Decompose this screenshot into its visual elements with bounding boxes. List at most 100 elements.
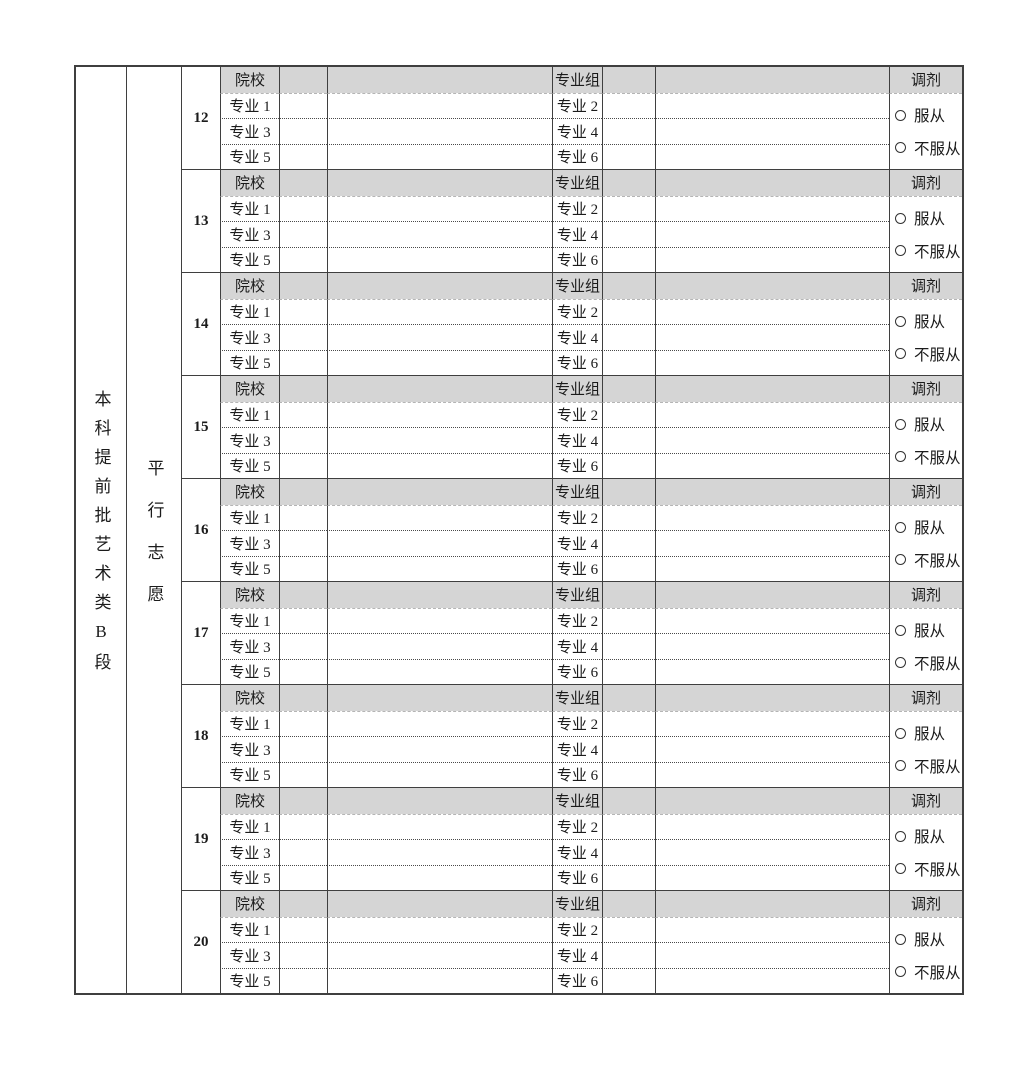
major-group-code-input[interactable] (602, 788, 655, 814)
radio-circle-icon[interactable] (895, 109, 906, 121)
major-5-code-input[interactable] (279, 967, 327, 993)
college-name-input[interactable] (327, 273, 552, 299)
major-2-code-input[interactable] (602, 195, 655, 221)
radio-circle-icon[interactable] (895, 418, 906, 430)
radio-circle-icon[interactable] (895, 245, 906, 256)
major-4-name-input[interactable] (655, 324, 889, 350)
major-3-name-input[interactable] (327, 530, 552, 556)
obey-option[interactable]: 服从 (890, 928, 962, 950)
major-2-name-input[interactable] (655, 298, 889, 324)
major-2-code-input[interactable] (602, 401, 655, 427)
radio-circle-icon[interactable] (895, 933, 906, 945)
major-1-name-input[interactable] (327, 92, 552, 118)
refuse-option[interactable]: 不服从 (890, 446, 962, 468)
college-name-input[interactable] (327, 891, 552, 917)
major-group-code-input[interactable] (602, 891, 655, 917)
major-2-code-input[interactable] (602, 504, 655, 530)
college-code-input[interactable] (279, 582, 327, 608)
obey-option[interactable]: 服从 (890, 516, 962, 538)
major-group-code-input[interactable] (602, 273, 655, 299)
obey-option[interactable]: 服从 (890, 619, 962, 641)
refuse-option[interactable]: 不服从 (890, 755, 962, 777)
major-4-name-input[interactable] (655, 221, 889, 247)
refuse-option[interactable]: 不服从 (890, 961, 962, 983)
major-5-name-input[interactable] (327, 349, 552, 375)
major-6-code-input[interactable] (602, 864, 655, 890)
major-1-name-input[interactable] (327, 504, 552, 530)
major-2-code-input[interactable] (602, 813, 655, 839)
obey-option[interactable]: 服从 (890, 722, 962, 744)
major-4-code-input[interactable] (602, 221, 655, 247)
major-1-code-input[interactable] (279, 607, 327, 633)
major-3-name-input[interactable] (327, 118, 552, 144)
major-6-code-input[interactable] (602, 658, 655, 684)
major-3-name-input[interactable] (327, 736, 552, 762)
major-5-code-input[interactable] (279, 143, 327, 169)
major-3-code-input[interactable] (279, 839, 327, 865)
major-3-code-input[interactable] (279, 324, 327, 350)
major-4-code-input[interactable] (602, 633, 655, 659)
major-5-name-input[interactable] (327, 452, 552, 478)
major-5-code-input[interactable] (279, 761, 327, 787)
major-6-code-input[interactable] (602, 452, 655, 478)
major-1-name-input[interactable] (327, 298, 552, 324)
major-1-code-input[interactable] (279, 916, 327, 942)
major-3-code-input[interactable] (279, 736, 327, 762)
college-code-input[interactable] (279, 170, 327, 196)
major-6-name-input[interactable] (655, 349, 889, 375)
major-4-name-input[interactable] (655, 736, 889, 762)
major-1-code-input[interactable] (279, 401, 327, 427)
major-4-code-input[interactable] (602, 530, 655, 556)
radio-circle-icon[interactable] (895, 624, 906, 636)
major-3-code-input[interactable] (279, 427, 327, 453)
major-5-name-input[interactable] (327, 555, 552, 581)
major-6-code-input[interactable] (602, 143, 655, 169)
major-1-name-input[interactable] (327, 813, 552, 839)
college-code-input[interactable] (279, 376, 327, 402)
major-4-code-input[interactable] (602, 942, 655, 968)
major-1-code-input[interactable] (279, 92, 327, 118)
college-code-input[interactable] (279, 273, 327, 299)
major-2-code-input[interactable] (602, 92, 655, 118)
radio-circle-icon[interactable] (895, 348, 906, 359)
radio-circle-icon[interactable] (895, 863, 906, 874)
major-group-name-input[interactable] (655, 788, 889, 814)
major-4-name-input[interactable] (655, 942, 889, 968)
refuse-option[interactable]: 不服从 (890, 858, 962, 880)
major-1-code-input[interactable] (279, 504, 327, 530)
major-3-name-input[interactable] (327, 324, 552, 350)
major-6-name-input[interactable] (655, 864, 889, 890)
radio-circle-icon[interactable] (895, 212, 906, 224)
college-code-input[interactable] (279, 685, 327, 711)
major-group-name-input[interactable] (655, 891, 889, 917)
major-2-code-input[interactable] (602, 298, 655, 324)
major-5-code-input[interactable] (279, 864, 327, 890)
radio-circle-icon[interactable] (895, 315, 906, 327)
radio-circle-icon[interactable] (895, 657, 906, 668)
major-group-name-input[interactable] (655, 376, 889, 402)
major-1-name-input[interactable] (327, 710, 552, 736)
college-code-input[interactable] (279, 891, 327, 917)
college-code-input[interactable] (279, 479, 327, 505)
major-3-code-input[interactable] (279, 633, 327, 659)
refuse-option[interactable]: 不服从 (890, 549, 962, 571)
major-6-code-input[interactable] (602, 246, 655, 272)
major-2-code-input[interactable] (602, 710, 655, 736)
major-1-name-input[interactable] (327, 916, 552, 942)
major-6-name-input[interactable] (655, 658, 889, 684)
major-3-name-input[interactable] (327, 839, 552, 865)
major-5-code-input[interactable] (279, 658, 327, 684)
major-1-name-input[interactable] (327, 401, 552, 427)
major-group-code-input[interactable] (602, 170, 655, 196)
major-3-name-input[interactable] (327, 427, 552, 453)
major-6-name-input[interactable] (655, 761, 889, 787)
major-2-name-input[interactable] (655, 504, 889, 530)
college-name-input[interactable] (327, 685, 552, 711)
major-group-name-input[interactable] (655, 273, 889, 299)
major-4-name-input[interactable] (655, 427, 889, 453)
radio-circle-icon[interactable] (895, 521, 906, 533)
major-group-code-input[interactable] (602, 376, 655, 402)
radio-circle-icon[interactable] (895, 727, 906, 739)
college-name-input[interactable] (327, 582, 552, 608)
major-group-code-input[interactable] (602, 67, 655, 93)
